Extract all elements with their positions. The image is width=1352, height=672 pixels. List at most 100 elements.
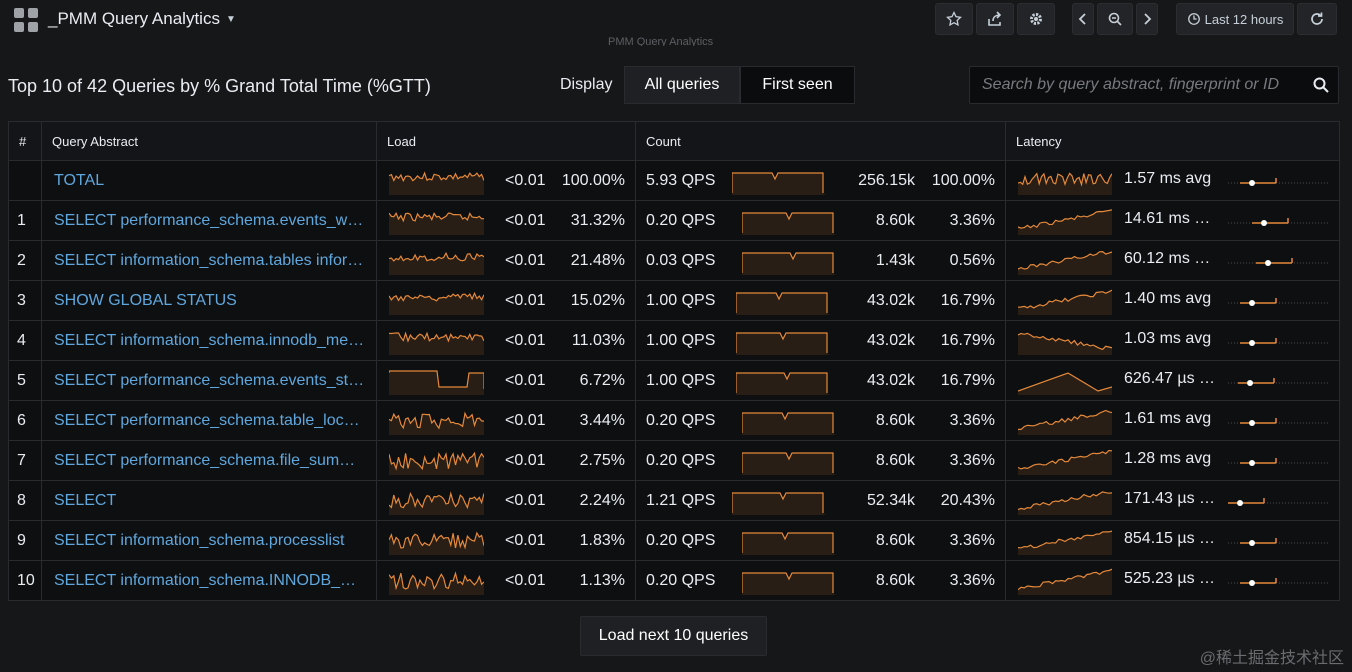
load-percent: 2.24% <box>579 492 625 509</box>
load-percent: 6.72% <box>579 372 625 389</box>
table-row[interactable]: 6 SELECT performance_schema.table_lock_w… <box>8 400 1340 441</box>
search-icon[interactable] <box>1312 76 1330 94</box>
time-range-picker[interactable]: Last 12 hours <box>1176 3 1294 35</box>
chevron-right-icon <box>1144 13 1152 25</box>
latency-value: 14.61 ms avg <box>1124 210 1216 227</box>
load-value: <0.01 <box>505 532 546 549</box>
table-row[interactable]: 4 SELECT information_schema.innodb_metri… <box>8 320 1340 361</box>
dashboard-title[interactable]: _PMM Query Analytics ▼ <box>48 9 236 29</box>
query-abstract-link[interactable]: SELECT <box>54 491 117 509</box>
latency-value: 1.40 ms avg <box>1124 290 1212 307</box>
count-sparkline-svg <box>736 292 830 315</box>
dashboard-title-text[interactable]: _PMM Query Analytics <box>48 9 220 28</box>
table-row[interactable]: 8 SELECT <0.01 2.24% 1.21 QPS 52.34k 20.… <box>8 480 1340 521</box>
refresh-button[interactable] <box>1297 3 1337 35</box>
settings-button[interactable] <box>1017 3 1055 35</box>
load-sparkline-svg <box>389 411 484 435</box>
latency-sparkline-svg <box>1018 491 1112 515</box>
query-abstract-link[interactable]: SHOW GLOBAL STATUS <box>54 291 237 309</box>
gear-icon <box>1030 13 1042 25</box>
load-sparkline-svg <box>389 370 484 395</box>
count-value: 43.02k <box>866 332 915 349</box>
load-sparkline-svg <box>389 212 484 235</box>
latency-value: 854.15 µs avg <box>1124 530 1216 547</box>
count-value: 52.34k <box>866 492 915 509</box>
query-abstract-link[interactable]: SELECT information_schema.processlist <box>54 531 345 549</box>
table-row[interactable]: 9 SELECT information_schema.processlist … <box>8 520 1340 561</box>
count-sparkline-svg <box>736 332 830 355</box>
load-percent: 31.32% <box>570 212 625 229</box>
query-abstract-link[interactable]: SELECT information_schema.innodb_metrics <box>54 331 366 349</box>
table-header-row: # Query Abstract Load Count Latency <box>8 121 1340 161</box>
row-number: 8 <box>8 480 42 521</box>
latency-sparkline-svg <box>1018 332 1112 355</box>
share-button[interactable] <box>976 3 1014 35</box>
time-forward-button[interactable] <box>1136 3 1158 35</box>
row-number <box>8 160 42 201</box>
count-sparkline-svg <box>742 532 836 555</box>
load-sparkline-svg <box>389 531 484 555</box>
dashboard-grid-icon[interactable] <box>14 8 38 32</box>
load-more-button[interactable]: Load next 10 queries <box>580 616 767 656</box>
qps-value: 1.00 QPS <box>646 372 716 389</box>
query-abstract-link[interactable]: SELECT performance_schema.events_waits_s… <box>54 211 366 229</box>
load-percent: 21.48% <box>570 252 625 269</box>
count-percent: 3.36% <box>949 532 995 549</box>
column-header-latency[interactable]: Latency <box>1005 121 1340 161</box>
query-abstract-link[interactable]: SELECT performance_schema.file_summary_b… <box>54 451 366 469</box>
load-sparkline-svg <box>389 571 484 595</box>
count-percent: 16.79% <box>940 372 995 389</box>
table-row[interactable]: TOTAL <0.01 100.00% 5.93 QPS 256.15k 100… <box>8 160 1340 201</box>
load-percent: 100.00% <box>561 172 625 189</box>
query-abstract-link[interactable]: TOTAL <box>54 171 105 189</box>
load-value: <0.01 <box>505 172 546 189</box>
load-value: <0.01 <box>505 252 546 269</box>
query-abstract-link[interactable]: SELECT performance_schema.table_lock_wai… <box>54 411 366 429</box>
latency-sparkline-svg <box>1018 250 1112 275</box>
load-value: <0.01 <box>505 492 546 509</box>
column-header-abstract[interactable]: Query Abstract <box>41 121 377 161</box>
table-row[interactable]: 10 SELECT information_schema.INNODB_CMP … <box>8 560 1340 601</box>
table-row[interactable]: 2 SELECT information_schema.tables infor… <box>8 240 1340 281</box>
search-input[interactable] <box>970 67 1300 103</box>
time-back-button[interactable] <box>1072 3 1094 35</box>
zoom-out-button[interactable] <box>1097 3 1133 35</box>
column-header-count[interactable]: Count <box>635 121 1006 161</box>
latency-sparkline-svg <box>1018 289 1112 315</box>
query-abstract-link[interactable]: SELECT performance_schema.events_stateme… <box>54 371 366 389</box>
top-bar: _PMM Query Analytics ▼ Last 12 hours PMM … <box>0 0 1352 46</box>
latency-sparkline-svg <box>1018 409 1112 435</box>
star-button[interactable] <box>935 3 973 35</box>
latency-sparkline-svg <box>1018 568 1112 595</box>
table-row[interactable]: 1 SELECT performance_schema.events_waits… <box>8 200 1340 241</box>
column-header-load[interactable]: Load <box>376 121 636 161</box>
time-range-label: Last 12 hours <box>1204 11 1284 27</box>
row-number: 1 <box>8 200 42 241</box>
count-value: 8.60k <box>875 212 915 229</box>
query-abstract-link[interactable]: SELECT information_schema.tables informa… <box>54 251 366 269</box>
count-percent: 16.79% <box>940 292 995 309</box>
tab-first-seen[interactable]: First seen <box>740 66 855 104</box>
column-header-num[interactable]: # <box>8 121 42 161</box>
table-row[interactable]: 7 SELECT performance_schema.file_summary… <box>8 440 1340 481</box>
latency-range-chart <box>1228 498 1328 506</box>
panel-subtitle: PMM Query Analytics <box>608 36 714 46</box>
query-abstract-link[interactable]: SELECT information_schema.INNODB_CMP <box>54 571 366 589</box>
table-row[interactable]: 3 SHOW GLOBAL STATUS <0.01 15.02% 1.00 Q… <box>8 280 1340 321</box>
row-number: 4 <box>8 320 42 361</box>
table-row[interactable]: 5 SELECT performance_schema.events_state… <box>8 360 1340 401</box>
chevron-down-icon[interactable]: ▼ <box>225 14 236 25</box>
load-value: <0.01 <box>505 332 546 349</box>
row-number: 2 <box>8 240 42 281</box>
load-sparkline-svg <box>389 251 484 275</box>
load-sparkline-svg <box>389 171 484 195</box>
count-sparkline-svg <box>732 492 826 515</box>
count-value: 43.02k <box>866 292 915 309</box>
latency-range-chart <box>1228 298 1328 306</box>
load-value: <0.01 <box>505 372 546 389</box>
qps-value: 0.20 QPS <box>646 452 716 469</box>
row-number: 3 <box>8 280 42 321</box>
count-value: 8.60k <box>875 572 915 589</box>
tab-all-queries[interactable]: All queries <box>624 66 740 104</box>
count-percent: 3.36% <box>949 212 995 229</box>
